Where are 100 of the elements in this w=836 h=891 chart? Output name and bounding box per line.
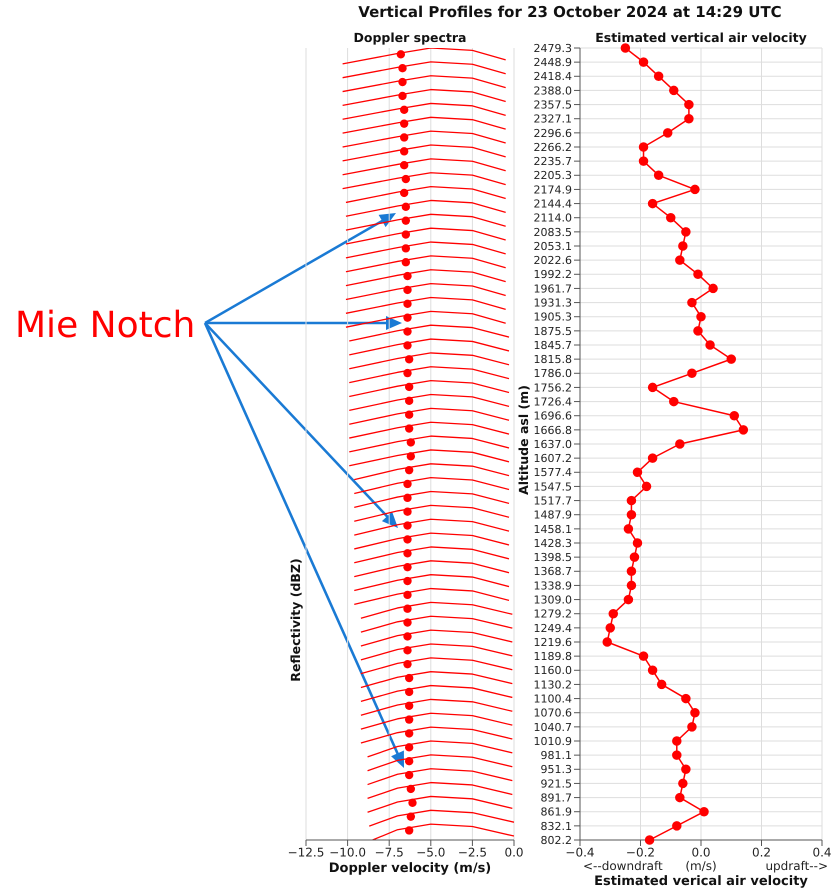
text: (m/s) [685,859,717,873]
y-tick-label: 1040.7 [534,720,572,734]
point [675,792,685,802]
y-tick-label: 1398.5 [534,551,572,564]
point [404,743,414,752]
x-tick-label: −0.4 [565,846,595,860]
point [402,244,410,253]
y-tick-label: 921.5 [540,777,572,790]
y-tick-label: 2205.3 [534,169,572,182]
point [696,312,706,322]
point [624,594,634,604]
text: Vertical Profiles for 23 October 2024 at 14:29 UTC [358,3,782,21]
point [606,623,615,633]
x-tick-label: 0.0 [504,846,524,860]
point [672,736,682,746]
point [666,212,676,222]
point [693,326,703,336]
point [632,538,642,548]
y-tick-label: 2174.9 [534,183,572,196]
point [626,566,636,576]
point [400,147,408,156]
point [669,396,679,406]
chart-subtitle: Doppler spectra [354,30,466,45]
point [681,694,691,704]
point [404,702,414,710]
x-tick-label: −0.2 [626,846,656,860]
point [672,821,682,831]
y-tick-label: 1219.6 [534,636,572,649]
x-tick-label: −10.0 [329,846,366,860]
point [404,466,414,474]
point [404,688,414,696]
y-tick-label: 1786.0 [534,367,572,380]
point [400,106,408,114]
point [403,646,412,654]
point [693,270,703,280]
point [684,114,694,124]
y-tick-label: 2083.5 [534,226,572,239]
point [620,43,630,53]
y-tick-label: 2357.5 [534,98,572,112]
point [403,480,412,488]
y-tick-label: 1130.2 [534,678,572,692]
point [687,368,697,378]
point [681,227,691,237]
x-tick-label: −7.5 [374,846,404,860]
y-tick-label: 951.3 [540,763,572,776]
point [402,230,410,239]
point [705,340,715,350]
y-tick-label: 2418.4 [534,70,572,84]
point [403,272,412,280]
point [406,812,416,821]
x-tick-label: −5.0 [416,846,446,860]
point [626,580,636,590]
point [402,202,410,211]
y-tick-label: 1637.0 [534,438,572,451]
point [624,524,634,534]
point [403,521,412,530]
point [648,198,658,208]
x-tick-label: −2.5 [458,846,487,860]
point [648,382,658,392]
point [403,576,412,586]
y-tick-label: 1100.4 [534,692,572,706]
y-tick-label: 1309.0 [534,593,572,606]
point [648,666,658,676]
y-tick-label: 1992.2 [534,268,572,282]
point [403,341,412,350]
x-axis-title: Estimated verical air velocity [594,874,808,889]
y-tick-label: 1487.9 [534,508,572,522]
point [648,453,658,463]
y-tick-label: 2144.4 [534,197,572,210]
point [654,170,664,180]
y-tick-label: 1756.2 [534,381,572,394]
y-axis-title: Reflectivity (dBZ) [288,558,303,682]
y-tick-label: 1547.5 [534,480,572,494]
y-axis-title: Altitude asl (m) [516,385,531,495]
point [404,770,414,780]
point [406,452,416,460]
y-tick-label: 1338.9 [534,579,572,592]
point [632,468,642,478]
point [402,174,410,184]
point [396,50,406,59]
point [678,778,688,788]
point [403,508,412,516]
y-tick-label: 2022.6 [534,254,572,268]
y-tick-label: 1607.2 [534,452,572,466]
point [403,632,412,641]
text: updraft--> [765,859,828,873]
y-tick-label: 1517.7 [534,494,572,508]
point [403,549,412,558]
y-tick-label: 1010.9 [534,734,572,748]
point [404,410,414,419]
point [403,562,412,572]
point [403,618,412,627]
point [644,835,654,845]
point [406,784,416,794]
point [403,286,412,294]
point [669,86,679,96]
y-tick-label: 1905.3 [534,310,572,324]
point [626,510,636,520]
point [675,439,685,449]
y-tick-label: 802.2 [540,834,572,847]
